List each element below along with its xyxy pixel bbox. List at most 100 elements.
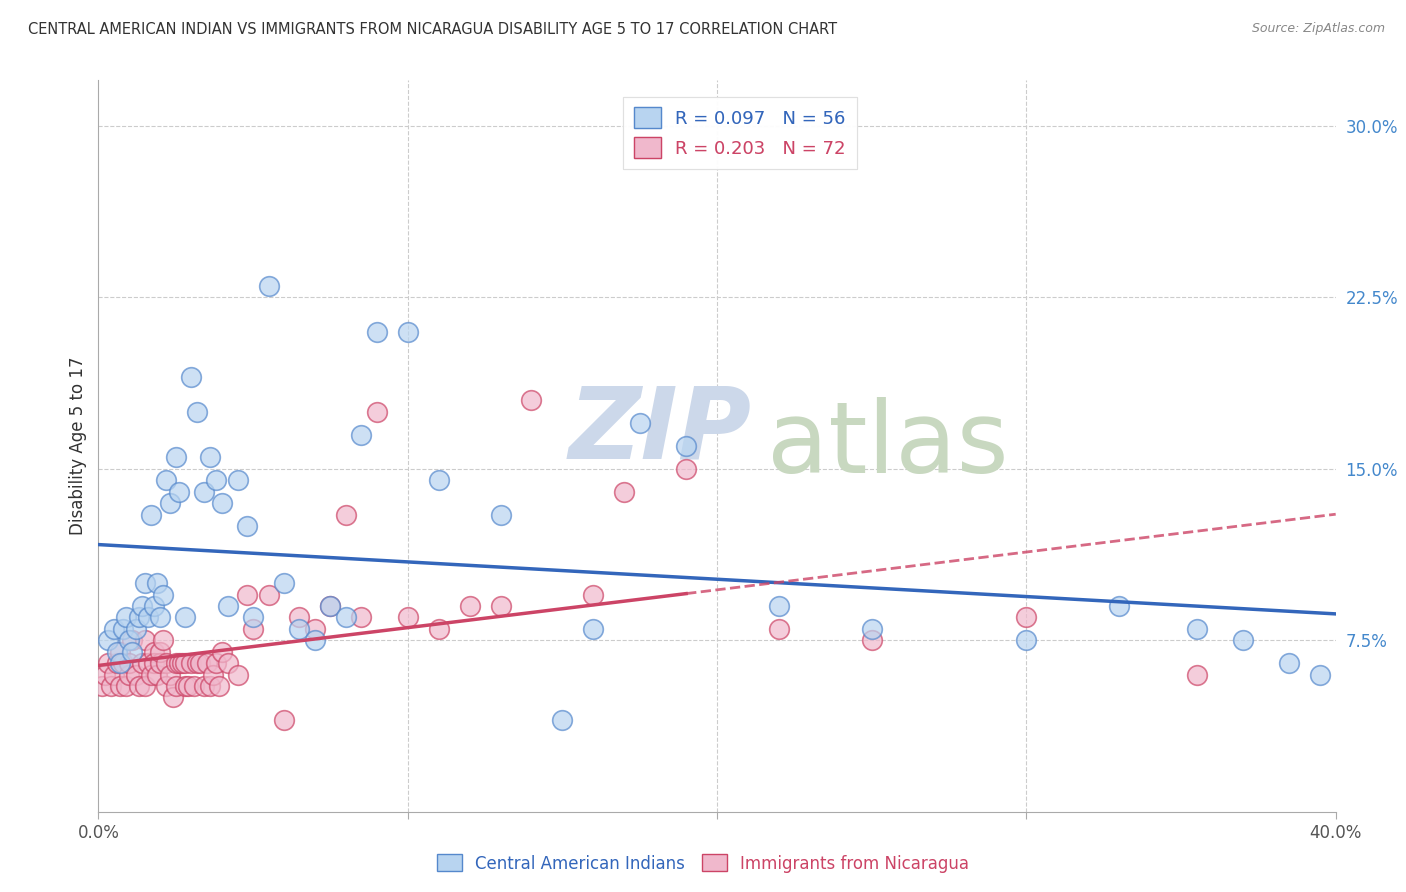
Point	[198, 450, 221, 465]
Point	[183, 679, 205, 693]
Point	[335, 508, 357, 522]
Point	[350, 610, 373, 624]
Point	[217, 599, 239, 613]
Point	[675, 439, 697, 453]
Point	[180, 370, 202, 384]
Point	[396, 610, 419, 624]
Text: Source: ZipAtlas.com: Source: ZipAtlas.com	[1251, 22, 1385, 36]
Text: CENTRAL AMERICAN INDIAN VS IMMIGRANTS FROM NICARAGUA DISABILITY AGE 5 TO 17 CORR: CENTRAL AMERICAN INDIAN VS IMMIGRANTS FR…	[28, 22, 837, 37]
Point	[165, 679, 187, 693]
Point	[118, 656, 141, 670]
Point	[257, 279, 280, 293]
Point	[108, 645, 131, 659]
Point	[118, 633, 141, 648]
Point	[121, 645, 143, 659]
Point	[319, 599, 342, 613]
Point	[167, 656, 190, 670]
Point	[1015, 633, 1038, 648]
Point	[167, 484, 190, 499]
Point	[136, 610, 159, 624]
Point	[115, 610, 138, 624]
Point	[143, 656, 166, 670]
Point	[124, 622, 146, 636]
Point	[195, 656, 218, 670]
Point	[208, 679, 231, 693]
Point	[1278, 656, 1301, 670]
Point	[165, 450, 187, 465]
Point	[134, 576, 156, 591]
Point	[128, 679, 150, 693]
Point	[1232, 633, 1254, 648]
Point	[582, 588, 605, 602]
Point	[193, 484, 215, 499]
Point	[675, 462, 697, 476]
Point	[242, 622, 264, 636]
Point	[155, 656, 177, 670]
Point	[90, 679, 112, 693]
Point	[628, 416, 651, 430]
Point	[149, 645, 172, 659]
Legend: R = 0.097   N = 56, R = 0.203   N = 72: R = 0.097 N = 56, R = 0.203 N = 72	[623, 96, 856, 169]
Point	[170, 656, 193, 670]
Point	[152, 633, 174, 648]
Point	[177, 679, 200, 693]
Point	[112, 656, 135, 670]
Point	[304, 633, 326, 648]
Point	[149, 610, 172, 624]
Point	[121, 633, 143, 648]
Point	[1185, 667, 1208, 681]
Point	[159, 496, 181, 510]
Point	[134, 679, 156, 693]
Point	[1108, 599, 1130, 613]
Point	[366, 325, 388, 339]
Point	[124, 667, 146, 681]
Point	[520, 393, 543, 408]
Point	[242, 610, 264, 624]
Point	[118, 667, 141, 681]
Point	[226, 473, 249, 487]
Point	[131, 656, 153, 670]
Point	[139, 667, 162, 681]
Point	[489, 508, 512, 522]
Point	[174, 679, 197, 693]
Point	[768, 599, 790, 613]
Point	[201, 667, 224, 681]
Point	[205, 656, 228, 670]
Point	[105, 645, 128, 659]
Point	[489, 599, 512, 613]
Point	[1185, 622, 1208, 636]
Point	[768, 622, 790, 636]
Y-axis label: Disability Age 5 to 17: Disability Age 5 to 17	[69, 357, 87, 535]
Point	[143, 599, 166, 613]
Point	[139, 508, 162, 522]
Point	[155, 473, 177, 487]
Point	[149, 656, 172, 670]
Point	[288, 622, 311, 636]
Point	[198, 679, 221, 693]
Point	[131, 599, 153, 613]
Text: ZIP: ZIP	[568, 383, 752, 480]
Point	[1015, 610, 1038, 624]
Point	[273, 714, 295, 728]
Point	[186, 405, 208, 419]
Point	[165, 656, 187, 670]
Point	[273, 576, 295, 591]
Text: atlas: atlas	[766, 398, 1008, 494]
Point	[128, 610, 150, 624]
Point	[211, 645, 233, 659]
Point	[366, 405, 388, 419]
Point	[108, 656, 131, 670]
Point	[335, 610, 357, 624]
Point	[458, 599, 481, 613]
Point	[427, 622, 450, 636]
Point	[190, 656, 212, 670]
Point	[174, 610, 197, 624]
Point	[288, 610, 311, 624]
Point	[186, 656, 208, 670]
Point	[174, 656, 197, 670]
Point	[1309, 667, 1331, 681]
Point	[551, 714, 574, 728]
Point	[115, 679, 138, 693]
Point	[103, 667, 125, 681]
Point	[93, 667, 115, 681]
